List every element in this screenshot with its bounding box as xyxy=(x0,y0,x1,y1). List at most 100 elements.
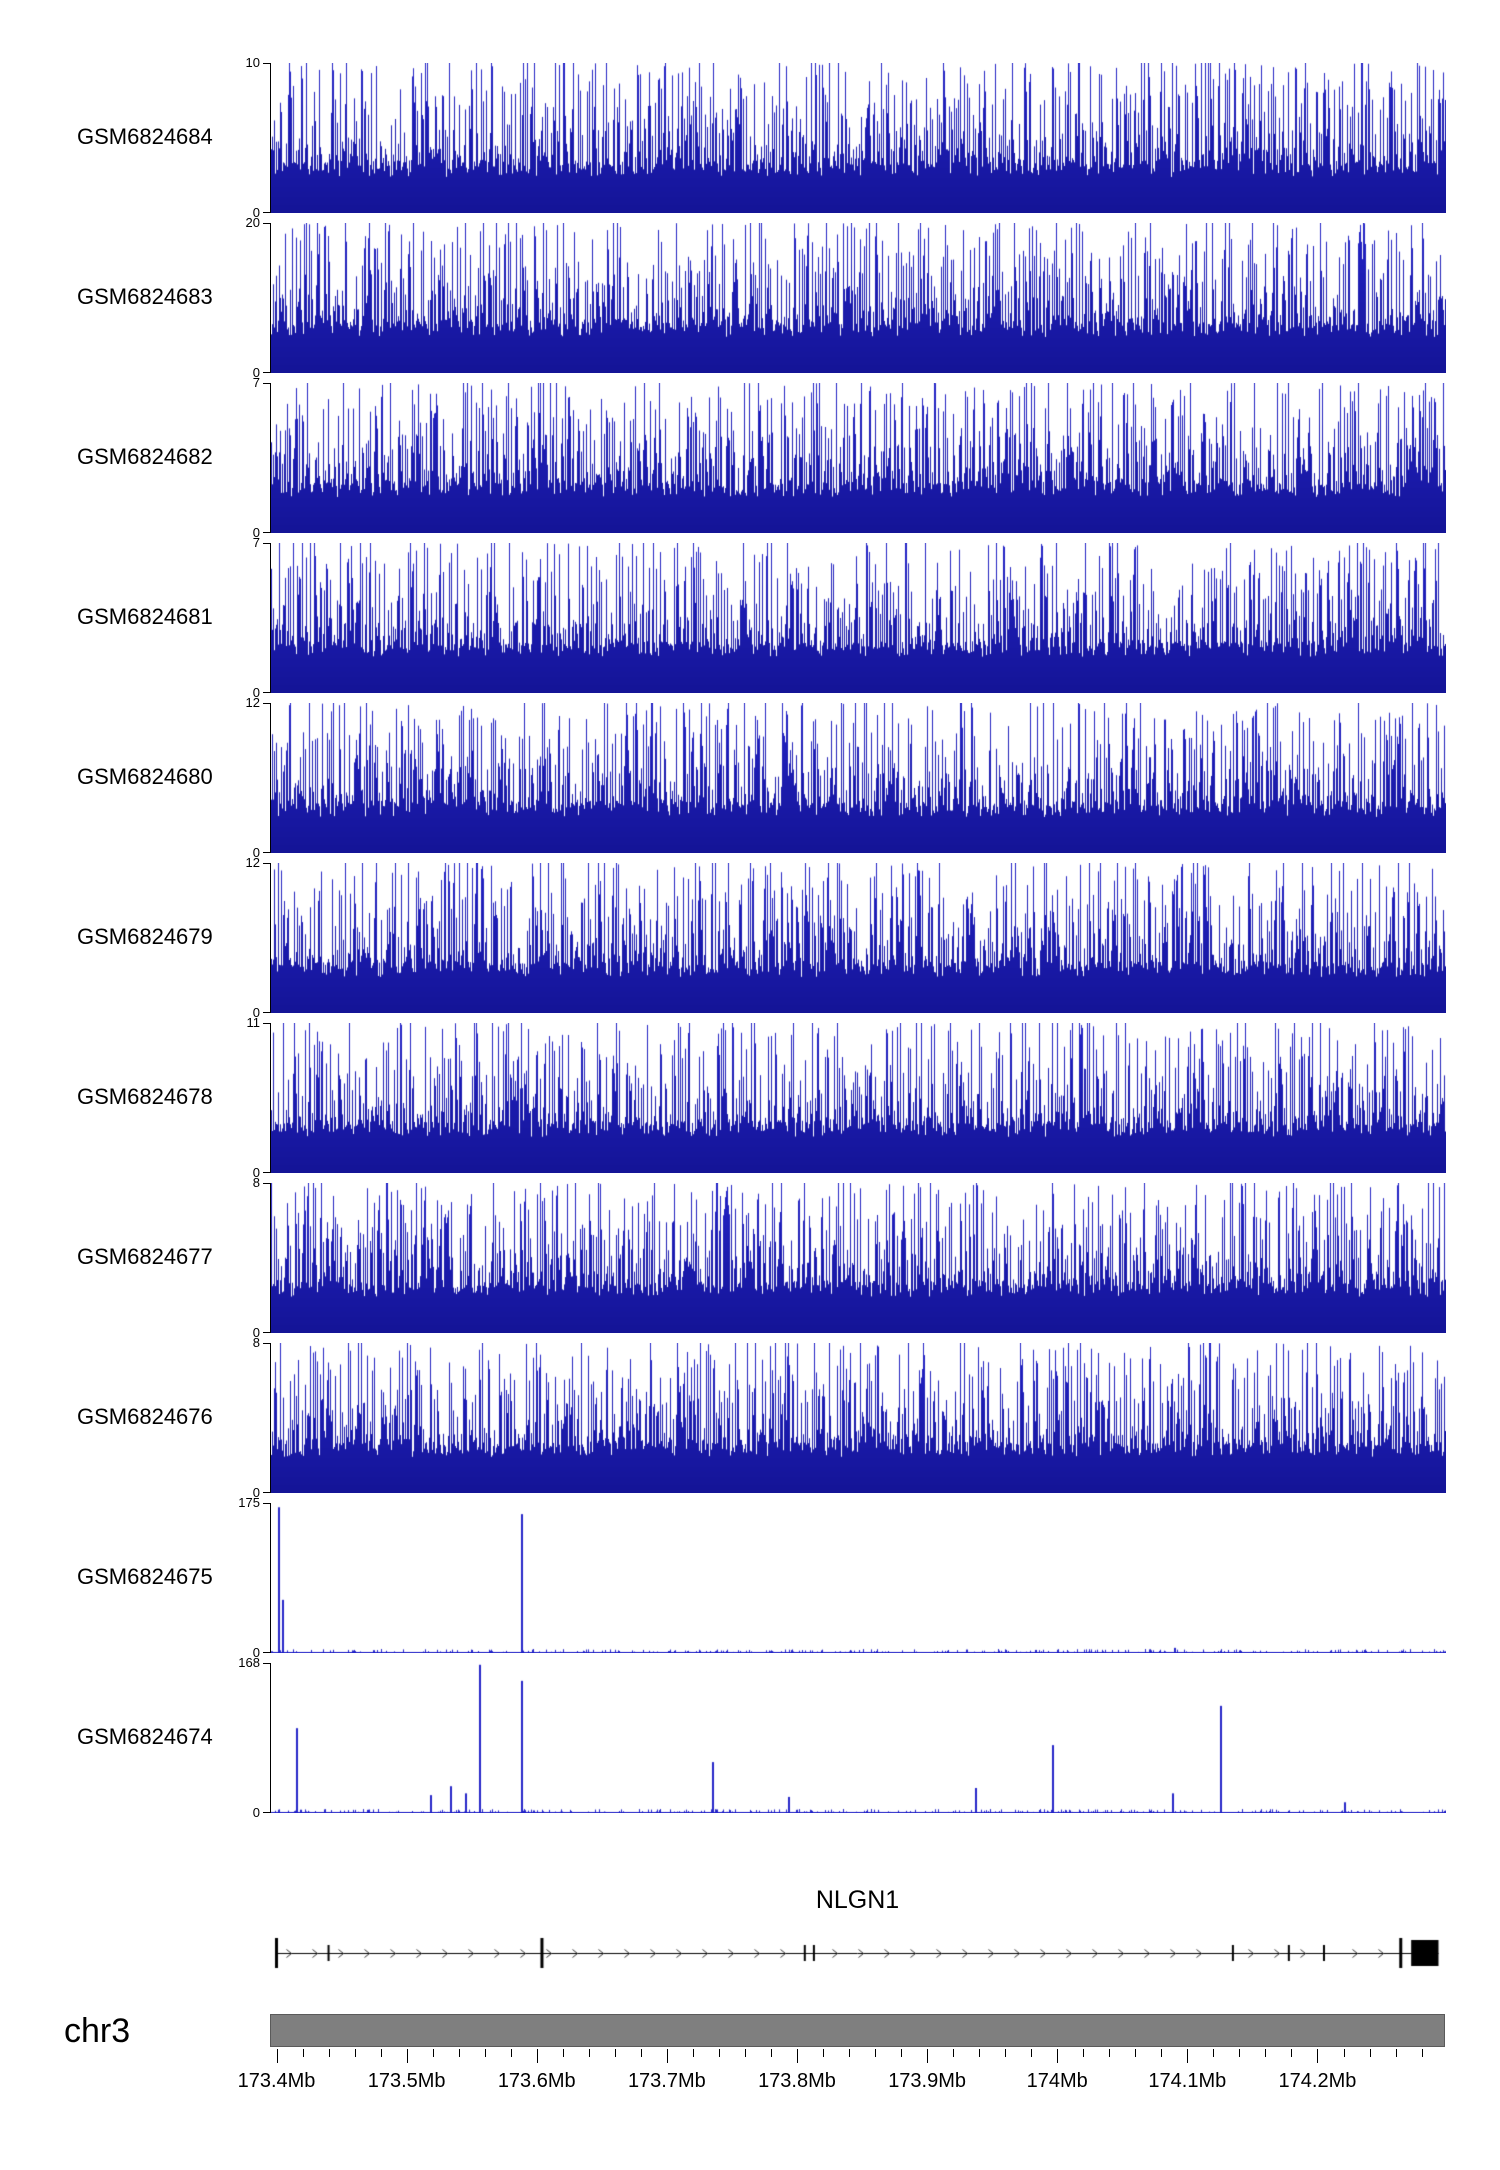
axis-minor-tick xyxy=(640,2049,642,2057)
axis-minor-tick xyxy=(1395,2049,1397,2057)
track-yaxis-max: 20 xyxy=(245,215,260,230)
yaxis-tick xyxy=(263,852,270,853)
axis-minor-tick xyxy=(1291,2049,1293,2057)
track-yaxis-max: 8 xyxy=(252,1175,260,1190)
axis-minor-tick xyxy=(510,2049,512,2057)
yaxis-tick xyxy=(263,383,270,384)
axis-minor-tick xyxy=(1005,2049,1007,2057)
coverage-canvas xyxy=(270,63,1446,213)
track-row: GSM6824682 7 0 xyxy=(0,375,1500,540)
yaxis-tick xyxy=(263,532,270,533)
coverage-canvas xyxy=(270,1343,1446,1493)
yaxis-tick xyxy=(263,703,270,704)
yaxis-tick xyxy=(263,1343,270,1344)
coverage-canvas xyxy=(270,223,1446,373)
track-yaxis-min: 0 xyxy=(252,685,260,700)
yaxis-tick xyxy=(263,692,270,693)
track-row: GSM6824675 175 0 xyxy=(0,1495,1500,1660)
track-label: GSM6824683 xyxy=(77,284,213,309)
axis-minor-tick xyxy=(849,2049,851,2057)
axis-minor-tick xyxy=(484,2049,486,2057)
track-yaxis-max: 12 xyxy=(245,695,260,710)
axis-minor-tick xyxy=(875,2049,877,2057)
track-yaxis-min: 0 xyxy=(252,525,260,540)
axis-tick-label: 173.6Mb xyxy=(497,2070,576,2092)
track-row: GSM6824684 10 0 xyxy=(0,55,1500,220)
coverage-canvas xyxy=(270,863,1446,1013)
track-label: GSM6824680 xyxy=(77,764,213,789)
axis-major-tick xyxy=(666,2049,668,2063)
axis-tick-label: 174.1Mb xyxy=(1148,2070,1227,2092)
axis-major-tick xyxy=(927,2049,929,2063)
axis-minor-tick xyxy=(1239,2049,1241,2057)
axis-tick-label: 174Mb xyxy=(1026,2070,1088,2092)
gene-title: NLGN1 xyxy=(815,1886,900,1914)
axis-minor-tick xyxy=(458,2049,460,2057)
track-label: GSM6824684 xyxy=(77,124,213,149)
axis-minor-tick xyxy=(1213,2049,1215,2057)
axis-tick-label: 173.7Mb xyxy=(627,2070,706,2092)
track-label: GSM6824681 xyxy=(77,604,213,629)
track-yaxis-min: 0 xyxy=(252,1485,260,1500)
track-label: GSM6824676 xyxy=(77,1404,213,1429)
track-yaxis-min: 0 xyxy=(252,1325,260,1340)
axis-minor-tick xyxy=(770,2049,772,2057)
axis-minor-tick xyxy=(562,2049,564,2057)
track-row: GSM6824676 8 0 xyxy=(0,1335,1500,1500)
axis-minor-tick xyxy=(1343,2049,1345,2057)
track-yaxis-min: 0 xyxy=(252,1005,260,1020)
yaxis-tick xyxy=(263,1332,270,1333)
axis-tick-label: 173.4Mb xyxy=(237,2070,316,2092)
axis-minor-tick xyxy=(588,2049,590,2057)
axis-major-tick xyxy=(796,2049,798,2063)
track-row: GSM6824678 11 0 xyxy=(0,1015,1500,1180)
track-yaxis-max: 10 xyxy=(245,55,260,70)
track-label: GSM6824678 xyxy=(77,1084,213,1109)
yaxis-tick xyxy=(263,1183,270,1184)
axis-minor-tick xyxy=(1421,2049,1423,2057)
track-yaxis-min: 0 xyxy=(252,1165,260,1180)
track-row: GSM6824681 7 0 xyxy=(0,535,1500,700)
track-yaxis-max: 175 xyxy=(238,1495,260,1510)
coverage-canvas xyxy=(270,383,1446,533)
yaxis-tick xyxy=(263,372,270,373)
axis-minor-tick xyxy=(953,2049,955,2057)
axis-minor-tick xyxy=(1161,2049,1163,2057)
axis-minor-tick xyxy=(1031,2049,1033,2057)
track-row: GSM6824679 12 0 xyxy=(0,855,1500,1020)
coverage-canvas xyxy=(270,1023,1446,1173)
axis-major-tick xyxy=(1187,2049,1189,2063)
coverage-canvas xyxy=(270,1663,1446,1813)
yaxis-tick xyxy=(263,1503,270,1504)
track-yaxis-max: 12 xyxy=(245,855,260,870)
axis-minor-tick xyxy=(718,2049,720,2057)
yaxis-tick xyxy=(263,863,270,864)
axis-tick-label: 173.5Mb xyxy=(367,2070,446,2092)
axis-minor-tick xyxy=(614,2049,616,2057)
track-yaxis-max: 7 xyxy=(252,535,260,550)
track-label: GSM6824674 xyxy=(77,1724,213,1749)
axis-major-tick xyxy=(1317,2049,1319,2063)
coverage-canvas xyxy=(270,703,1446,853)
axis-minor-tick xyxy=(744,2049,746,2057)
track-yaxis-max: 11 xyxy=(246,1015,261,1030)
chromosome-label: chr3 xyxy=(64,2012,131,2050)
axis-minor-tick xyxy=(1265,2049,1267,2057)
axis-minor-tick xyxy=(328,2049,330,2057)
yaxis-tick xyxy=(263,1012,270,1013)
axis-tick-label: 173.8Mb xyxy=(758,2070,836,2092)
axis-minor-tick xyxy=(354,2049,356,2057)
track-yaxis-max: 7 xyxy=(252,375,260,390)
track-label: GSM6824682 xyxy=(77,444,213,469)
track-yaxis-min: 0 xyxy=(252,1805,260,1820)
track-yaxis-min: 0 xyxy=(252,845,260,860)
track-yaxis-max: 168 xyxy=(238,1655,260,1670)
axis-minor-tick xyxy=(823,2049,825,2057)
coverage-canvas xyxy=(270,1183,1446,1333)
yaxis-tick xyxy=(263,1663,270,1664)
chromosome-ideogram xyxy=(270,2014,1445,2047)
track-row: GSM6824677 8 0 xyxy=(0,1175,1500,1340)
axis-minor-tick xyxy=(1369,2049,1371,2057)
axis-minor-tick xyxy=(432,2049,434,2057)
track-row: GSM6824680 12 0 xyxy=(0,695,1500,860)
